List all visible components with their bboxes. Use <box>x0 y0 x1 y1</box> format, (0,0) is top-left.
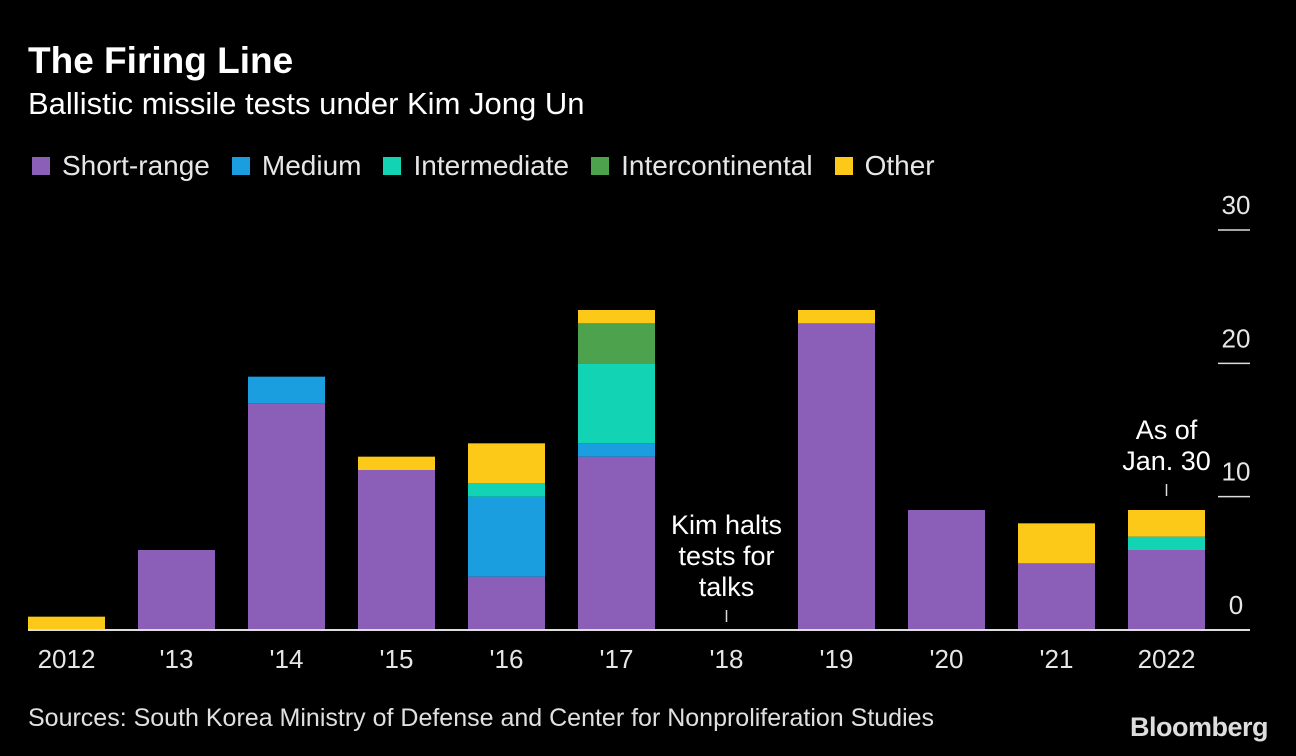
bar-other-2022 <box>1128 510 1205 537</box>
legend-item-intermediate: Intermediate <box>383 150 569 182</box>
bar-intermediate-2022 <box>1128 536 1205 550</box>
x-tick-label-2012: 2012 <box>38 644 96 674</box>
bar-short-range-15 <box>358 470 435 630</box>
bar-short-range-17 <box>578 456 655 630</box>
legend-swatch-other <box>834 157 853 175</box>
x-tick-label-15: '15 <box>380 644 414 674</box>
x-tick-label-18: '18 <box>710 644 744 674</box>
annotation-text-18-line-2: talks <box>699 572 755 602</box>
bar-other-15 <box>358 456 435 470</box>
legend-item-medium: Medium <box>231 150 362 182</box>
x-tick-label-20: '20 <box>930 644 964 674</box>
legend-item-intercontinental: Intercontinental <box>591 150 813 182</box>
chart-title: The Firing Line <box>28 40 294 81</box>
annotation-text-2022-line-0: As of <box>1136 415 1198 445</box>
legend-swatch-intercontinental <box>591 157 610 175</box>
bar-short-range-16 <box>468 576 545 630</box>
bar-medium-17 <box>578 443 655 457</box>
legend-label-short-range: Short-range <box>62 150 210 181</box>
legend-swatch-intermediate <box>383 157 402 175</box>
bar-intermediate-16 <box>468 483 545 497</box>
bar-intercontinental-17 <box>578 323 655 364</box>
legend-item-short-range: Short-range <box>32 150 210 182</box>
bar-medium-14 <box>248 376 325 404</box>
bar-other-21 <box>1018 523 1095 564</box>
y-tick-label-10: 10 <box>1222 457 1251 487</box>
y-tick-label-0: 0 <box>1229 590 1243 620</box>
legend-label-medium: Medium <box>261 150 362 181</box>
x-tick-label-19: '19 <box>820 644 854 674</box>
x-tick-label-16: '16 <box>490 644 524 674</box>
x-tick-label-14: '14 <box>270 644 304 674</box>
bar-short-range-2022 <box>1128 550 1205 630</box>
annotation-text-18-line-1: tests for <box>678 541 774 571</box>
bar-short-range-21 <box>1018 563 1095 630</box>
bar-intermediate-17 <box>578 363 655 444</box>
annotation-text-18-line-0: Kim halts <box>671 510 782 540</box>
y-tick-label-20: 20 <box>1222 323 1251 353</box>
x-tick-label-21: '21 <box>1040 644 1074 674</box>
legend-swatch-medium <box>231 157 250 175</box>
y-tick-label-30: 30 <box>1222 190 1251 220</box>
legend-label-intermediate: Intermediate <box>413 150 570 181</box>
x-tick-label-2022: 2022 <box>1138 644 1196 674</box>
legend-label-intercontinental: Intercontinental <box>621 150 813 181</box>
x-tick-label-17: '17 <box>600 644 634 674</box>
chart-subtitle: Ballistic missile tests under Kim Jong U… <box>28 86 585 121</box>
bar-medium-16 <box>468 496 545 577</box>
bar-short-range-20 <box>908 510 985 630</box>
legend-item-other: Other <box>834 150 935 182</box>
bloomberg-logo: Bloomberg <box>1129 712 1269 742</box>
legend: Short-range Medium Intermediate Intercon… <box>32 150 957 182</box>
bar-other-19 <box>798 310 875 324</box>
legend-label-other: Other <box>864 150 935 181</box>
x-tick-label-13: '13 <box>160 644 194 674</box>
legend-swatch-short-range <box>32 157 50 175</box>
bar-short-range-14 <box>248 403 325 630</box>
bar-short-range-19 <box>798 323 875 630</box>
annotation-text-2022-line-1: Jan. 30 <box>1122 446 1211 476</box>
bar-other-17 <box>578 310 655 324</box>
bar-other-16 <box>468 443 545 484</box>
bar-other-2012 <box>28 616 105 630</box>
bar-short-range-13 <box>138 550 215 630</box>
source-note: Sources: South Korea Ministry of Defense… <box>28 704 935 732</box>
